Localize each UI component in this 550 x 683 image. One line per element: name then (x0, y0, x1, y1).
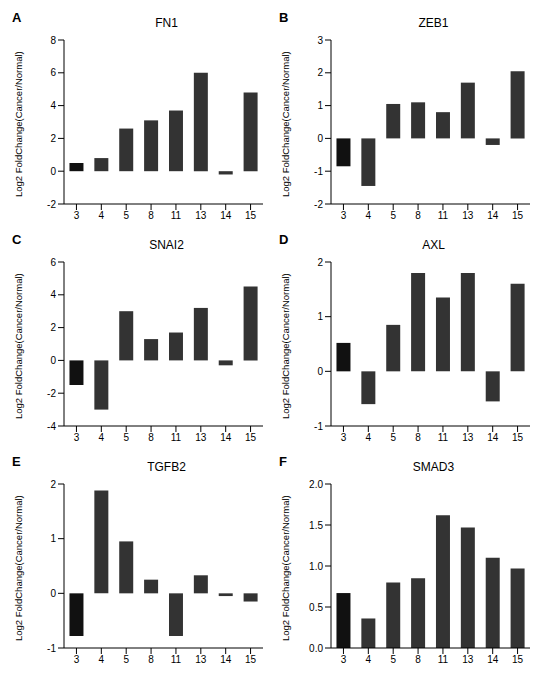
svg-text:8: 8 (148, 432, 154, 443)
svg-text:15: 15 (245, 654, 257, 665)
svg-text:13: 13 (195, 210, 207, 221)
svg-text:4: 4 (99, 432, 105, 443)
svg-text:2.0: 2.0 (309, 479, 323, 490)
svg-text:2: 2 (317, 67, 323, 78)
svg-text:0: 0 (50, 166, 56, 177)
svg-text:15: 15 (512, 432, 524, 443)
svg-text:14: 14 (220, 432, 232, 443)
svg-text:3: 3 (341, 432, 347, 443)
svg-text:Log2 FoldChange(Cancer/Normal): Log2 FoldChange(Cancer/Normal) (13, 495, 24, 641)
svg-text:5: 5 (123, 654, 129, 665)
svg-text:11: 11 (438, 432, 449, 443)
svg-text:4: 4 (50, 100, 56, 111)
svg-text:3: 3 (74, 654, 80, 665)
svg-text:5: 5 (390, 432, 396, 443)
svg-text:5: 5 (390, 210, 396, 221)
svg-text:13: 13 (462, 210, 474, 221)
svg-text:4: 4 (366, 432, 372, 443)
svg-text:0: 0 (317, 133, 323, 144)
html-text:TGFB2: TGFB2 (147, 460, 186, 474)
svg-text:-2: -2 (47, 199, 56, 210)
svg-text:4: 4 (50, 289, 56, 300)
svg-text:1: 1 (317, 311, 323, 322)
html-text:FN1: FN1 (155, 16, 178, 30)
html-text:B: B (279, 10, 289, 25)
svg-text:15: 15 (245, 210, 257, 221)
svg-text:2: 2 (50, 479, 56, 490)
svg-text:-2: -2 (314, 199, 323, 210)
svg-text:Log2 FoldChange(Cancer/Normal): Log2 FoldChange(Cancer/Normal) (280, 51, 291, 197)
svg-text:-1: -1 (47, 643, 56, 654)
svg-text:Log2 FoldChange(Cancer/Normal): Log2 FoldChange(Cancer/Normal) (13, 273, 24, 419)
svg-text:8: 8 (415, 432, 421, 443)
svg-text:2: 2 (50, 322, 56, 333)
svg-text:3: 3 (74, 432, 80, 443)
svg-text:15: 15 (512, 654, 524, 665)
svg-text:14: 14 (487, 210, 499, 221)
svg-text:15: 15 (512, 210, 524, 221)
svg-text:1: 1 (317, 100, 323, 111)
html-text:SNAI2: SNAI2 (149, 238, 184, 252)
html-text:ZEB1: ZEB1 (418, 16, 449, 30)
svg-text:1.5: 1.5 (309, 520, 323, 531)
svg-text:Log2 FoldChange(Cancer/Normal): Log2 FoldChange(Cancer/Normal) (13, 51, 24, 197)
svg-text:3: 3 (341, 654, 347, 665)
svg-text:5: 5 (390, 654, 396, 665)
svg-text:3: 3 (317, 35, 323, 46)
svg-text:2: 2 (317, 257, 323, 268)
svg-text:2: 2 (50, 133, 56, 144)
svg-text:4: 4 (99, 654, 105, 665)
svg-text:0.0: 0.0 (309, 643, 323, 654)
html-text:A: A (12, 10, 22, 25)
svg-text:1: 1 (50, 533, 56, 544)
svg-text:5: 5 (123, 432, 129, 443)
svg-text:1.0: 1.0 (309, 561, 323, 572)
svg-text:0: 0 (50, 355, 56, 366)
html-text:F: F (279, 454, 287, 469)
html-text:SMAD3: SMAD3 (412, 460, 455, 474)
svg-text:13: 13 (195, 432, 207, 443)
svg-text:-4: -4 (47, 421, 56, 432)
svg-text:14: 14 (487, 432, 499, 443)
svg-text:15: 15 (245, 432, 257, 443)
svg-text:11: 11 (438, 654, 449, 665)
svg-text:6: 6 (50, 257, 56, 268)
svg-text:13: 13 (462, 432, 474, 443)
svg-text:3: 3 (74, 210, 80, 221)
svg-text:8: 8 (415, 654, 421, 665)
svg-text:6: 6 (50, 67, 56, 78)
svg-text:8: 8 (148, 654, 154, 665)
svg-text:4: 4 (99, 210, 105, 221)
svg-text:0: 0 (50, 588, 56, 599)
svg-text:3: 3 (341, 210, 347, 221)
svg-text:0.5: 0.5 (309, 602, 323, 613)
svg-text:14: 14 (220, 654, 232, 665)
svg-text:4: 4 (366, 210, 372, 221)
svg-text:11: 11 (171, 432, 182, 443)
svg-text:11: 11 (171, 210, 182, 221)
html-text:C: C (12, 232, 22, 247)
svg-text:Log2 FoldChange(Cancer/Normal): Log2 FoldChange(Cancer/Normal) (280, 273, 291, 419)
svg-text:8: 8 (415, 210, 421, 221)
svg-text:0: 0 (317, 366, 323, 377)
svg-text:-1: -1 (314, 166, 323, 177)
svg-text:8: 8 (148, 210, 154, 221)
svg-text:11: 11 (171, 654, 182, 665)
svg-text:Log2 FoldChange(Cancer/Normal): Log2 FoldChange(Cancer/Normal) (280, 495, 291, 641)
svg-text:11: 11 (438, 210, 449, 221)
svg-text:-1: -1 (314, 421, 323, 432)
html-text:D: D (279, 232, 289, 247)
svg-text:8: 8 (50, 35, 56, 46)
svg-text:5: 5 (123, 210, 129, 221)
svg-text:14: 14 (220, 210, 232, 221)
svg-text:13: 13 (195, 654, 207, 665)
html-text:AXL: AXL (422, 238, 445, 252)
svg-text:14: 14 (487, 654, 499, 665)
svg-text:13: 13 (462, 654, 474, 665)
html-text:E: E (12, 454, 21, 469)
svg-text:-2: -2 (47, 388, 56, 399)
svg-text:4: 4 (366, 654, 372, 665)
